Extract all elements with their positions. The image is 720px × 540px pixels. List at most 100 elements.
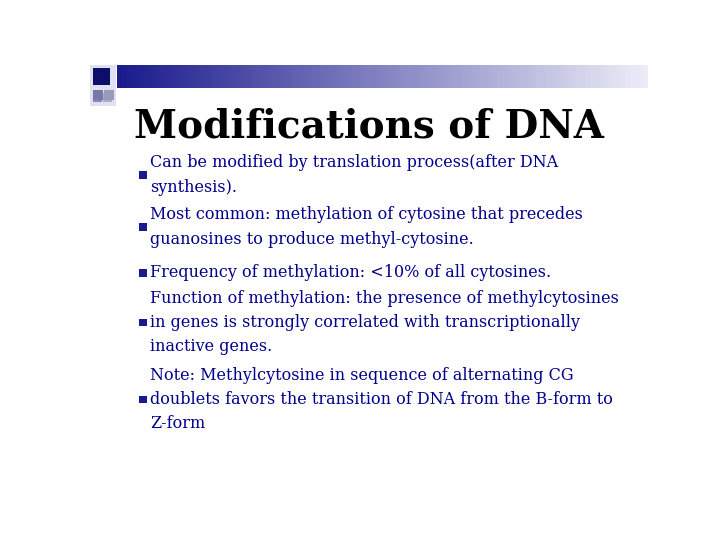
Bar — [506, 65, 511, 88]
Bar — [387, 65, 392, 88]
Bar — [413, 65, 418, 88]
Bar — [639, 65, 644, 88]
Bar — [184, 65, 189, 88]
Bar — [644, 65, 649, 88]
Bar — [246, 65, 251, 88]
Bar — [559, 65, 564, 88]
Bar — [103, 92, 112, 102]
Bar — [356, 65, 361, 88]
Bar — [613, 65, 618, 88]
Bar — [568, 65, 573, 88]
Bar — [139, 223, 147, 231]
Bar — [139, 171, 147, 179]
Bar — [166, 65, 171, 88]
Bar — [93, 68, 110, 85]
Bar — [117, 65, 122, 88]
Bar — [122, 65, 127, 88]
Bar — [533, 65, 538, 88]
Bar — [409, 65, 414, 88]
Bar — [179, 65, 184, 88]
Bar — [289, 65, 294, 88]
Bar — [458, 65, 463, 88]
Bar — [192, 65, 197, 88]
Bar — [130, 65, 135, 88]
Bar — [210, 65, 215, 88]
Bar — [537, 65, 542, 88]
Bar — [365, 65, 370, 88]
Bar — [139, 319, 147, 327]
Bar — [303, 65, 308, 88]
Bar — [281, 65, 286, 88]
Bar — [361, 65, 366, 88]
Bar — [215, 65, 220, 88]
Bar — [201, 65, 206, 88]
Bar — [502, 65, 507, 88]
Bar — [467, 65, 472, 88]
Bar — [626, 65, 631, 88]
Bar — [258, 65, 264, 88]
Bar — [427, 65, 432, 88]
Bar — [268, 65, 273, 88]
Bar — [577, 65, 582, 88]
Bar — [93, 92, 102, 102]
Bar — [188, 65, 193, 88]
Bar — [197, 65, 202, 88]
Bar — [516, 65, 521, 88]
Bar — [223, 65, 228, 88]
Bar — [157, 65, 162, 88]
Bar — [320, 65, 325, 88]
Bar — [621, 65, 626, 88]
Bar — [316, 65, 321, 88]
Text: Function of methylation: the presence of methylcytosines
in genes is strongly co: Function of methylation: the presence of… — [150, 290, 619, 355]
Bar — [551, 65, 556, 88]
Bar — [219, 65, 224, 88]
Bar — [135, 65, 140, 88]
Bar — [338, 65, 343, 88]
Bar — [454, 65, 459, 88]
Text: Modifications of DNA: Modifications of DNA — [134, 107, 604, 145]
Bar — [604, 65, 608, 88]
Bar — [449, 65, 454, 88]
Bar — [444, 65, 449, 88]
Bar — [564, 65, 569, 88]
Bar — [489, 65, 494, 88]
Bar — [307, 65, 312, 88]
Bar — [528, 65, 534, 88]
Bar — [299, 65, 304, 88]
Text: Frequency of methylation: <10% of all cytosines.: Frequency of methylation: <10% of all cy… — [150, 264, 552, 281]
Bar — [440, 65, 445, 88]
Bar — [237, 65, 241, 88]
Bar — [175, 65, 179, 88]
Bar — [511, 65, 516, 88]
Bar — [546, 65, 552, 88]
Bar — [93, 68, 110, 85]
Bar — [347, 65, 352, 88]
Bar — [396, 65, 401, 88]
Bar — [374, 65, 379, 88]
Bar — [400, 65, 405, 88]
Text: Most common: methylation of cytosine that precedes
guanosines to produce methyl-: Most common: methylation of cytosine tha… — [150, 206, 583, 247]
Bar — [573, 65, 577, 88]
Bar — [330, 65, 335, 88]
Bar — [485, 65, 490, 88]
Bar — [232, 65, 237, 88]
Bar — [93, 90, 103, 100]
Bar — [153, 65, 158, 88]
Bar — [586, 65, 591, 88]
Bar — [520, 65, 525, 88]
Bar — [462, 65, 467, 88]
Bar — [250, 65, 255, 88]
Bar — [228, 65, 233, 88]
Bar — [325, 65, 330, 88]
Bar — [351, 65, 356, 88]
Text: Can be modified by translation process(after DNA
synthesis).: Can be modified by translation process(a… — [150, 154, 559, 195]
Bar — [542, 65, 546, 88]
Bar — [148, 65, 153, 88]
Bar — [294, 65, 299, 88]
Bar — [480, 65, 485, 88]
Bar — [378, 65, 383, 88]
Bar — [90, 65, 117, 106]
Bar — [582, 65, 587, 88]
Bar — [272, 65, 277, 88]
Bar — [524, 65, 529, 88]
